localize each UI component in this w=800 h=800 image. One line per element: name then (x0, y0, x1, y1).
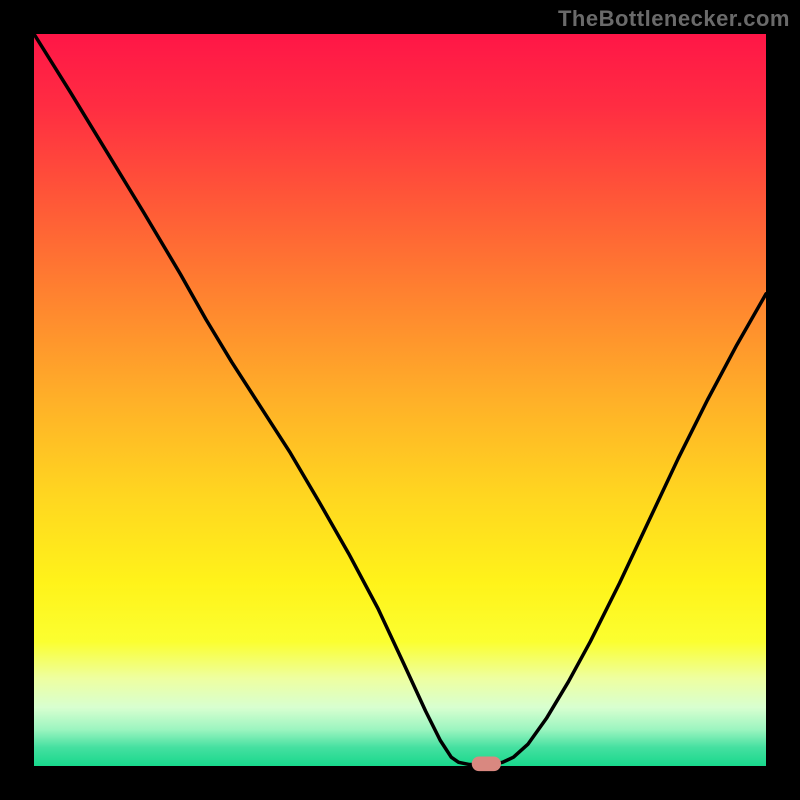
watermark-text: TheBottlenecker.com (558, 6, 790, 32)
optimum-marker (472, 756, 501, 771)
bottleneck-chart (0, 0, 800, 800)
chart-container: TheBottlenecker.com (0, 0, 800, 800)
